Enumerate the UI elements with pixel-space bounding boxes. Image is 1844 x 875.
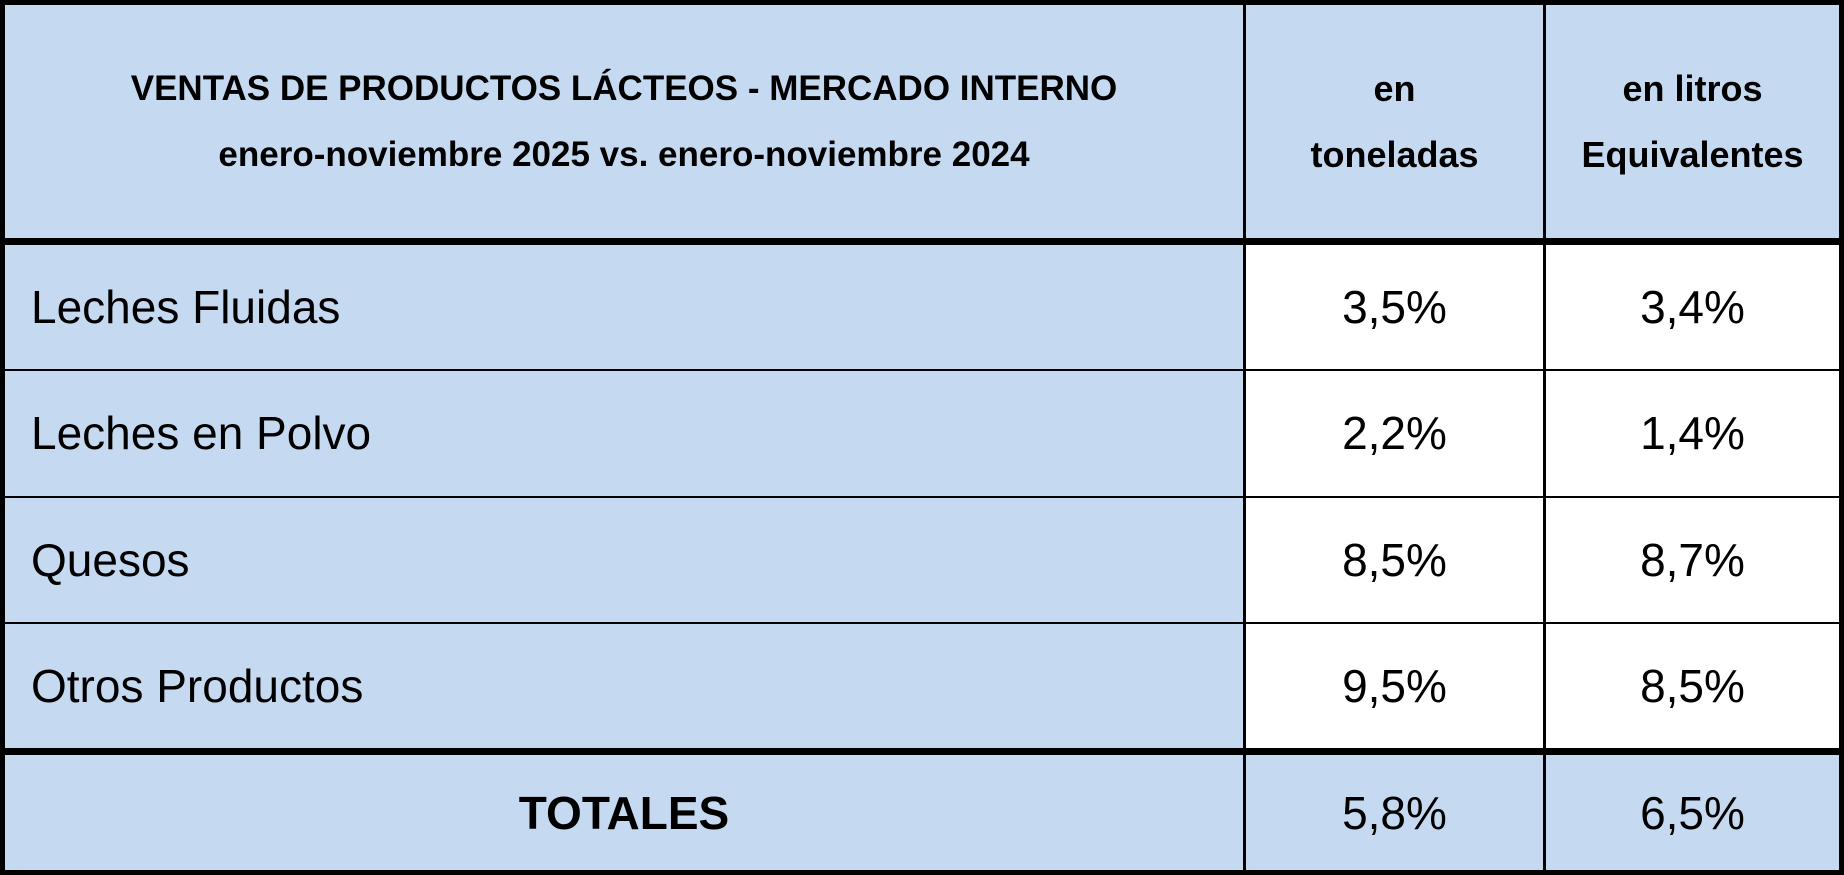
cell-value: 9,5% [1246, 623, 1543, 748]
header-line: en [1373, 67, 1416, 109]
row-label: Otros Productos [5, 623, 1243, 748]
totals-label: TOTALES [5, 755, 1243, 870]
header-line: toneladas [1310, 133, 1479, 175]
totals-value: 5,8% [1246, 755, 1543, 870]
row-label: Leches Fluidas [5, 245, 1243, 370]
cell-value: 8,7% [1546, 497, 1839, 622]
title-line: enero-noviembre 2025 vs. enero-noviembre… [218, 134, 1030, 174]
cell-value: 1,4% [1546, 371, 1839, 496]
row-label: Quesos [5, 497, 1243, 622]
row-label: Leches en Polvo [5, 371, 1243, 496]
cell-value: 2,2% [1246, 371, 1543, 496]
column-header: en litros Equivalentes [1546, 5, 1839, 238]
header-line: Equivalentes [1581, 133, 1804, 175]
title-line: VENTAS DE PRODUCTOS LÁCTEOS - MERCADO IN… [130, 68, 1118, 108]
header-title: VENTAS DE PRODUCTOS LÁCTEOS - MERCADO IN… [5, 5, 1243, 238]
column-header: en toneladas [1246, 5, 1543, 238]
cell-value: 3,4% [1546, 245, 1839, 370]
cell-value: 8,5% [1546, 623, 1839, 748]
header-line: en litros [1622, 67, 1763, 109]
totals-value: 6,5% [1546, 755, 1839, 870]
cell-value: 3,5% [1246, 245, 1543, 370]
cell-value: 8,5% [1246, 497, 1543, 622]
